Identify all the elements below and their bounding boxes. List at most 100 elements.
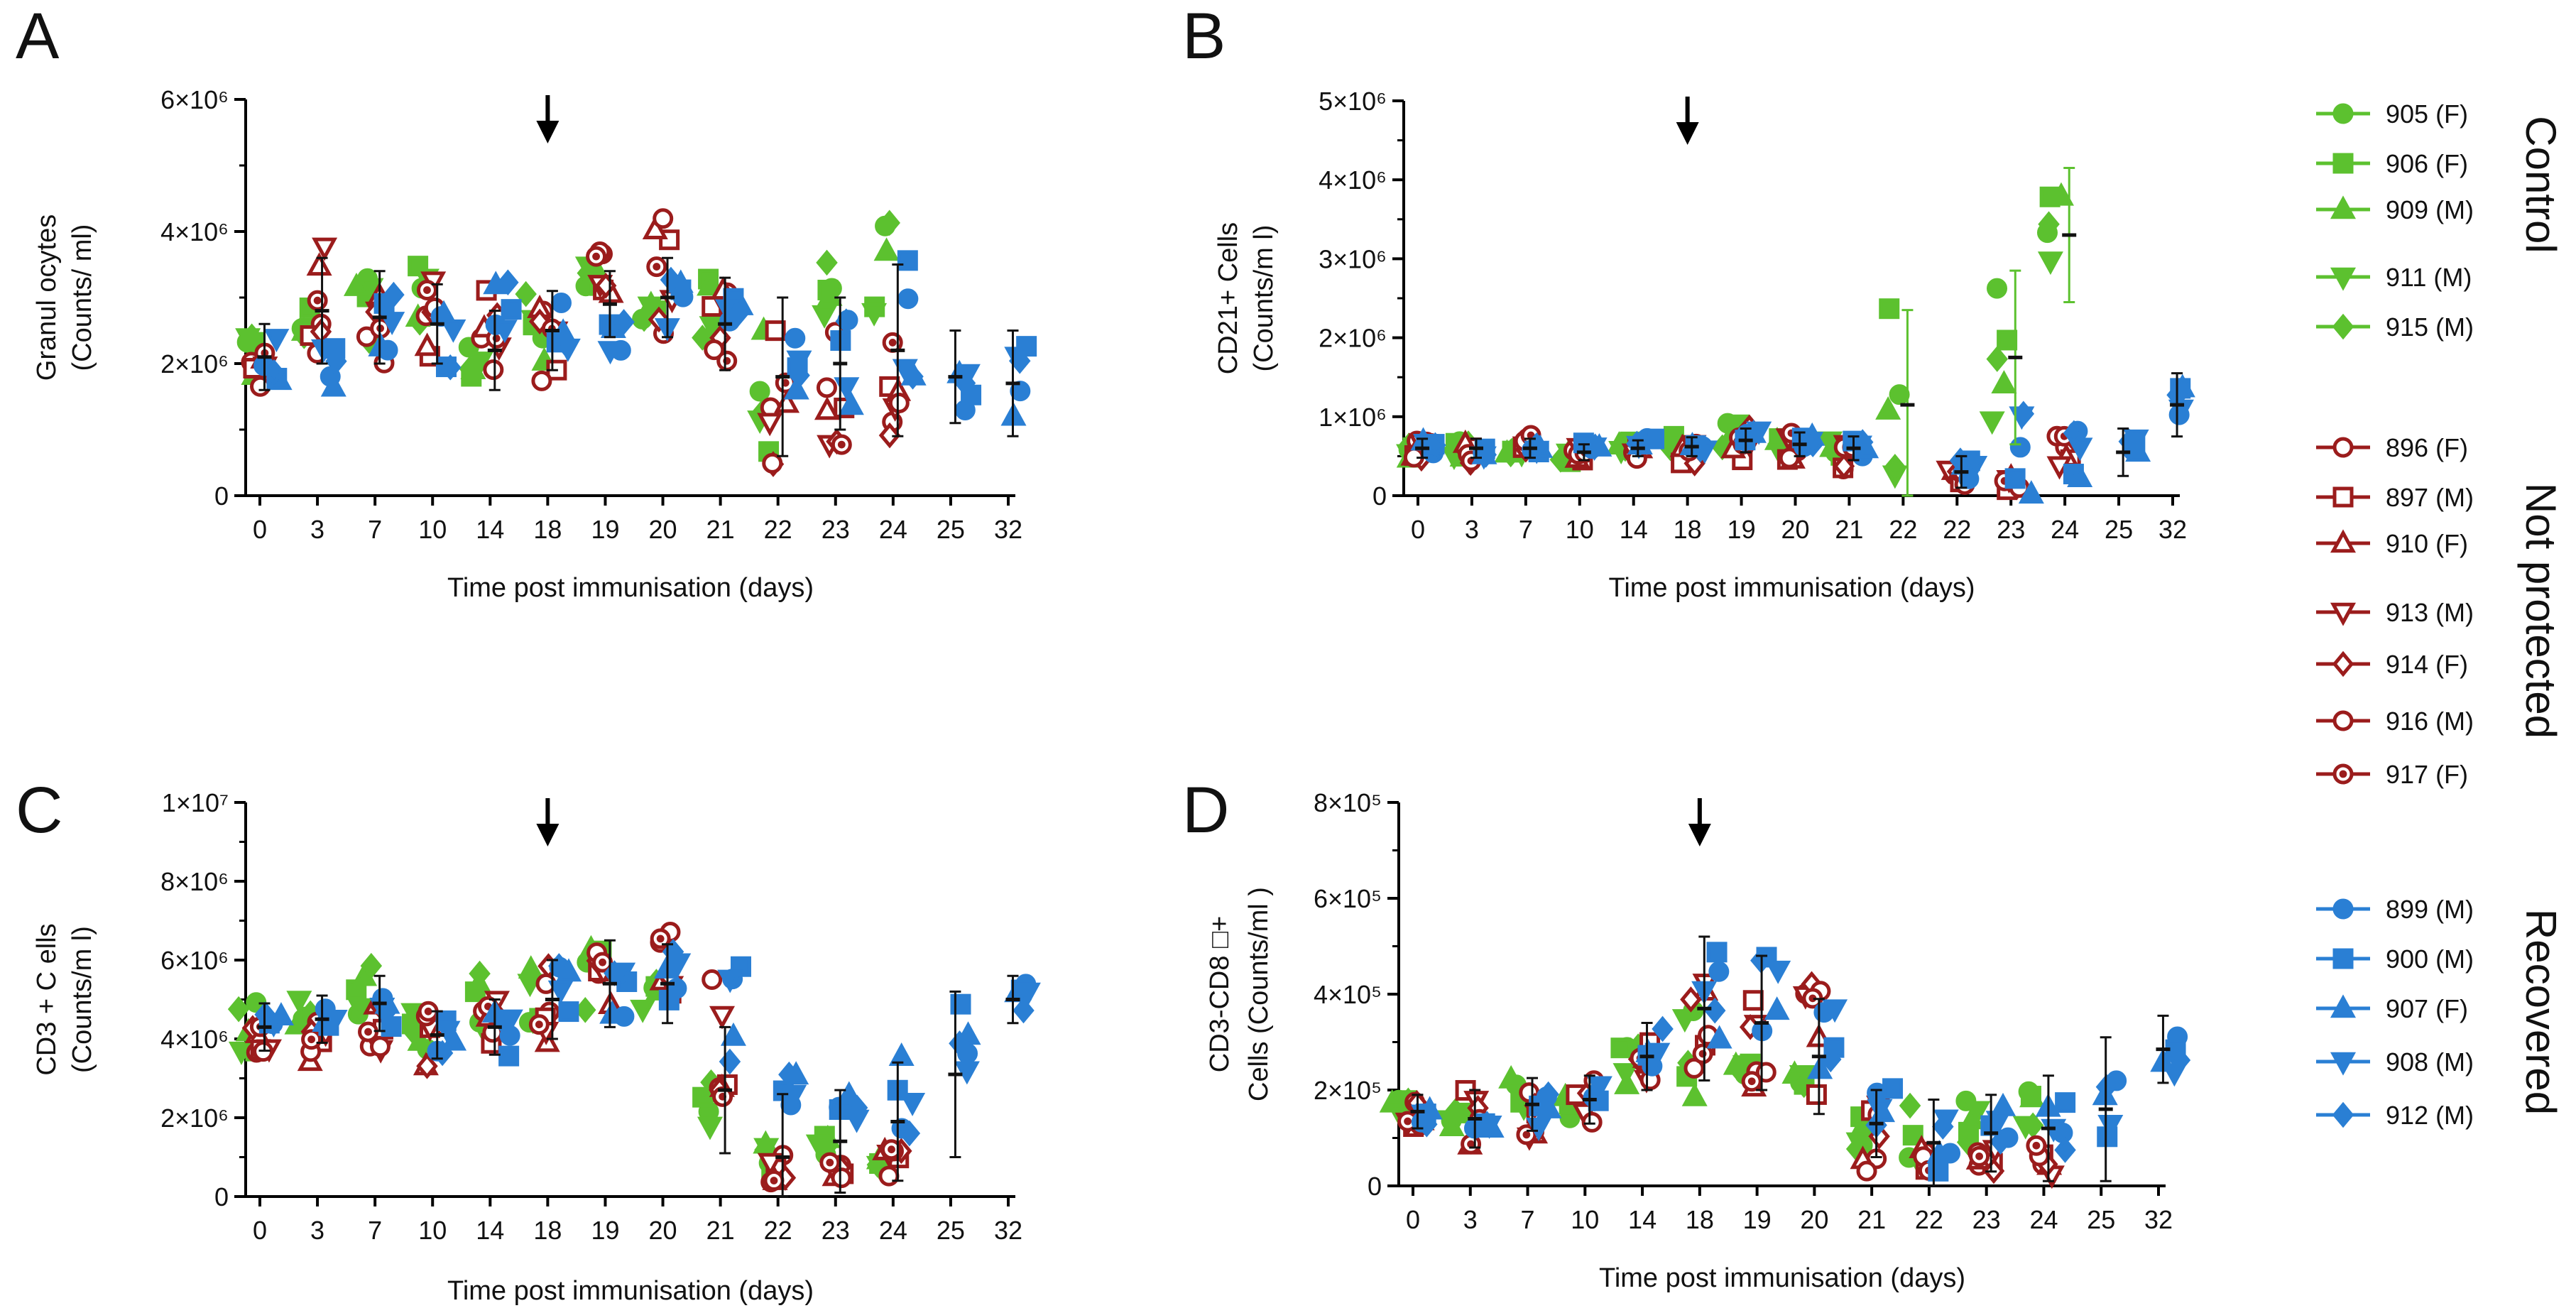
legend-label: 905 (F) <box>2386 99 2468 129</box>
x-tick-label: 23 <box>1972 1205 2001 1234</box>
panel-d: D 0 2×10⁵ 4×10⁵ 6×10⁵ 8×10⁵ 0 3 7 10 14 18 19 20 21 22 2… <box>1182 774 2191 1293</box>
data-point-dot <box>653 263 661 271</box>
data-point <box>1526 1118 1552 1141</box>
data-point <box>900 1093 926 1116</box>
data-point <box>586 246 607 267</box>
data-point <box>1997 329 2018 351</box>
x-tick-label: 23 <box>1997 515 2025 544</box>
data-point <box>783 376 809 400</box>
x-tick-label: 0 <box>253 1216 267 1245</box>
data-point <box>528 1014 550 1035</box>
y-tick-label: 2×10⁶ <box>160 349 229 378</box>
data-point <box>1806 1084 1827 1105</box>
x-tick-label: 23 <box>822 1216 850 1245</box>
x-tick-label: 14 <box>1628 1205 1657 1234</box>
legend-group-not-protected: 896 (F) 897 (M) 910 (F) 913 (M) 914 (F) 916 (… <box>2316 433 2565 789</box>
data-point <box>286 991 312 1015</box>
x-tick-label: 18 <box>533 515 562 544</box>
y-tick-label: 4×10⁵ <box>1314 980 1382 1009</box>
legend-marker <box>2332 1101 2354 1128</box>
data-point <box>763 1170 785 1192</box>
x-tick-label: 24 <box>2051 515 2079 544</box>
x-tick-label: 7 <box>1519 515 1533 544</box>
challenge-arrow-head <box>1676 122 1699 145</box>
data-point <box>263 329 290 353</box>
x-tick-label: 10 <box>418 515 447 544</box>
data-point <box>517 974 543 998</box>
data-point <box>831 434 852 455</box>
data-point <box>781 1084 807 1108</box>
legend-entry: 912 (M) <box>2316 1101 2474 1130</box>
data-point <box>1424 432 1446 459</box>
legend-marker <box>2332 313 2354 340</box>
data-point <box>819 1152 841 1173</box>
data-point-dot <box>1747 1077 1756 1086</box>
data-point <box>2018 480 2044 504</box>
error-bars <box>257 939 1020 1198</box>
panel-letter: D <box>1182 774 1229 846</box>
data-point <box>1612 1063 1639 1087</box>
data-point-dot <box>307 1035 315 1044</box>
data-point <box>307 290 328 311</box>
y-tick-label: 4×10⁶ <box>160 1025 229 1054</box>
series-recovered <box>1410 942 2191 1182</box>
data-point <box>558 1001 579 1023</box>
data-point <box>702 969 723 990</box>
data-point <box>1979 411 2005 435</box>
y-axis-label-line2: (Counts/m l) <box>67 926 97 1073</box>
data-point <box>1899 1092 1921 1119</box>
data-point <box>888 1042 915 1066</box>
data-point <box>897 250 918 271</box>
x-axis-label: Time post immunisation (days) <box>447 1276 814 1306</box>
data-point <box>1010 381 1031 402</box>
data-point <box>716 350 738 371</box>
data-point <box>1727 1055 1750 1082</box>
legend-marker-dot <box>2339 770 2347 778</box>
data-point <box>1742 990 1764 1011</box>
data-point-dot <box>1808 994 1817 1003</box>
data-point-dot <box>313 296 322 305</box>
y-axis-label-line1: CD21+ Cells <box>1213 222 1243 374</box>
legend-label: 910 (F) <box>2386 529 2468 558</box>
data-point <box>241 323 263 350</box>
data-point <box>310 339 337 363</box>
data-point <box>1683 1057 1705 1079</box>
data-point-dot <box>364 1028 372 1036</box>
panel-letter: B <box>1182 0 1226 72</box>
x-tick-label: 20 <box>649 515 677 544</box>
data-point <box>435 1020 461 1045</box>
challenge-arrow <box>536 798 560 846</box>
x-tick-label: 22 <box>1915 1205 1943 1234</box>
x-tick-label: 19 <box>1728 515 1756 544</box>
data-point <box>726 301 749 327</box>
panel-letter: C <box>16 774 62 846</box>
x-tick-label: 32 <box>994 1216 1022 1245</box>
legend-marker <box>2332 763 2354 785</box>
data-point <box>762 452 783 474</box>
y-tick-label: 0 <box>1368 1172 1382 1201</box>
x-tick-label: 23 <box>822 515 850 544</box>
data-point <box>816 249 838 276</box>
data-point <box>757 1153 783 1177</box>
data-point <box>2026 1135 2047 1156</box>
data-point <box>547 980 574 1004</box>
data-point <box>2055 1092 2076 1113</box>
data-point <box>650 928 671 949</box>
legend-entry: 913 (M) <box>2316 598 2474 627</box>
data-point <box>709 1006 736 1030</box>
legend-entry: 909 (M) <box>2316 195 2474 224</box>
challenge-arrow-head <box>536 121 560 143</box>
data-point <box>954 1061 980 1085</box>
x-tick-label: 14 <box>476 1216 504 1245</box>
data-point <box>497 269 519 296</box>
data-point <box>325 348 347 375</box>
data-point <box>1581 1111 1603 1133</box>
y-tick-label: 2×10⁵ <box>1314 1076 1382 1105</box>
x-tick-label: 7 <box>368 515 382 544</box>
legend-marker <box>2330 602 2357 626</box>
legend-entry: 899 (M) <box>2316 895 2474 924</box>
x-tick-label: 18 <box>533 1216 562 1245</box>
data-point <box>1741 1071 1762 1092</box>
y-tick-label: 3×10⁶ <box>1319 244 1387 273</box>
data-point <box>881 1139 902 1160</box>
